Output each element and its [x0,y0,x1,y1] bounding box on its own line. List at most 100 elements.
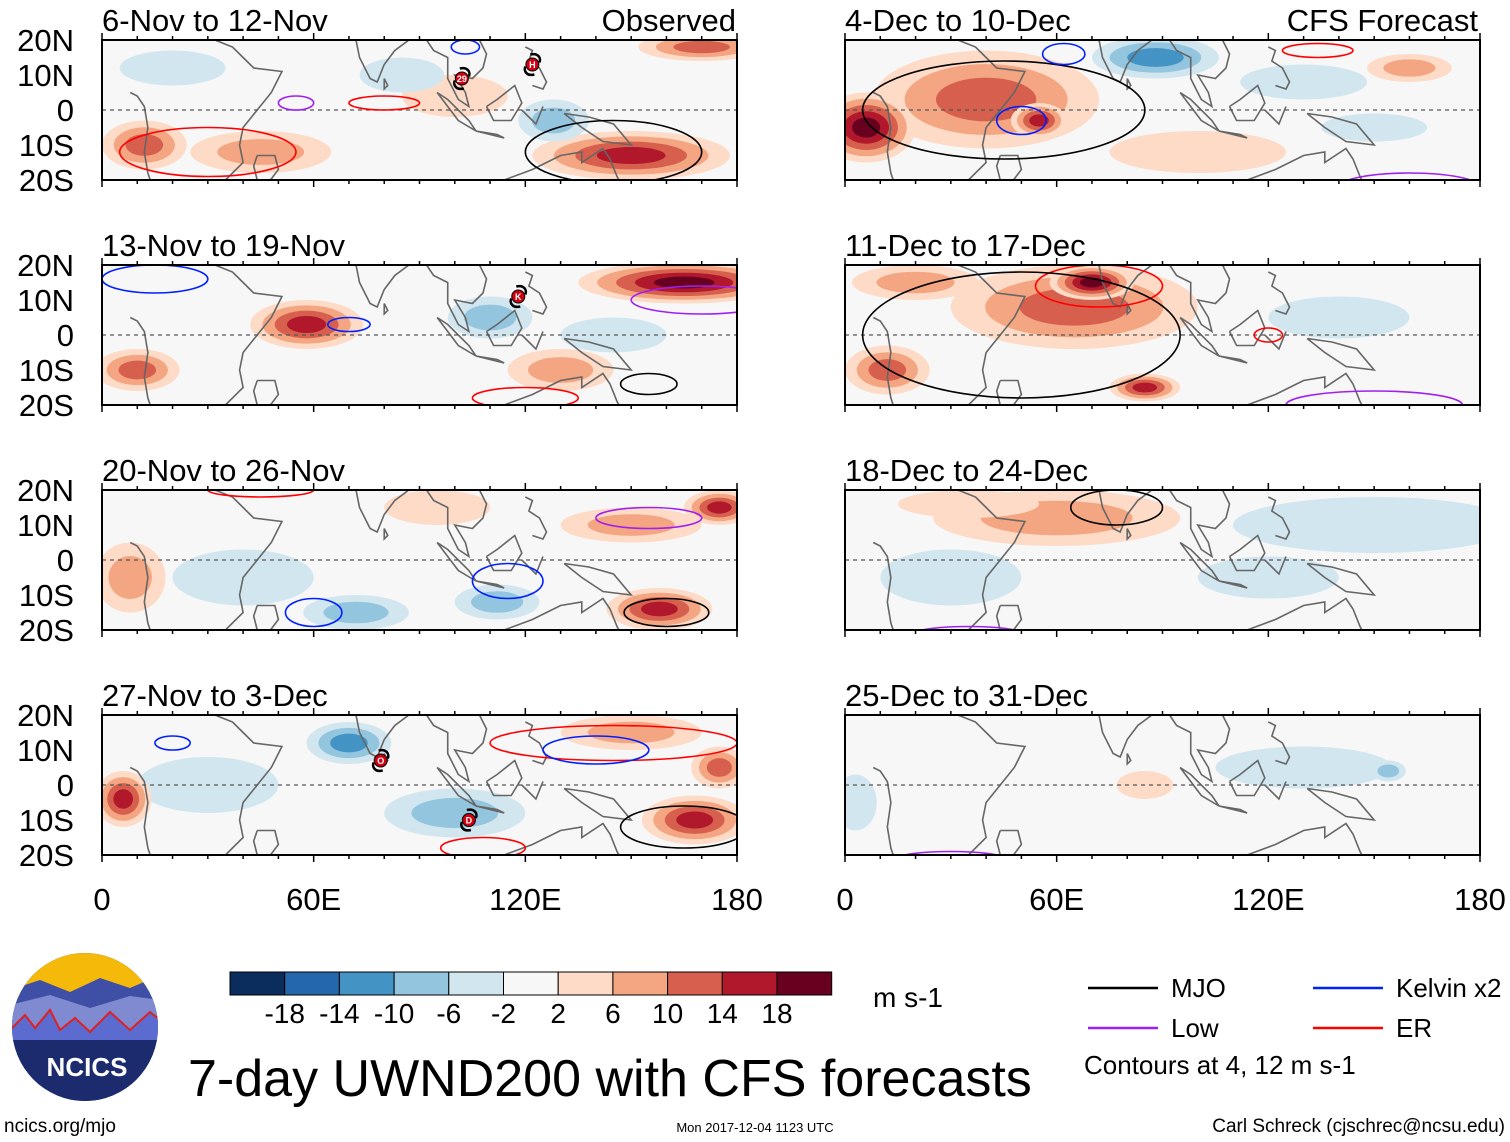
latitude-label: 20N [17,698,74,733]
colorbar-swatch [338,971,395,996]
latitude-label: 10S [19,353,74,388]
wind-anomaly-shading [384,490,491,525]
contour-er [1034,265,1164,308]
wind-anomaly-shading [1240,64,1368,100]
logo-text: NCICS [47,1052,128,1082]
colorbar-label: -18 [264,998,304,1029]
wind-anomaly-shading [113,789,133,809]
latitude-label: 10N [17,58,74,93]
legend-label: ER [1396,1013,1432,1043]
wind-anomaly-shading [673,40,730,54]
colorbar-swatch [393,971,450,996]
contour-kelvin-x2 [450,40,481,55]
colorbar-label: 14 [707,998,738,1029]
contour-mjo [861,271,1181,399]
wind-anomaly-shading [471,591,524,613]
longitude-label: 180 [711,882,763,917]
contour-er [1281,42,1354,59]
latitude-label: 0 [57,93,74,128]
storm-label: H [529,60,536,70]
latitude-label: 20S [19,613,74,648]
legend-label: MJO [1171,973,1226,1003]
storm-label: 29 [457,74,467,84]
latitude-label: 20N [17,473,74,508]
observed-label: Observed [602,3,736,38]
contour-kelvin-x2 [542,735,650,765]
contour-mjo [619,372,678,396]
wind-anomaly-shading [1383,59,1436,77]
figure-title: 7-day UWND200 with CFS forecasts [188,1050,1032,1108]
wind-anomaly-shading [587,514,675,536]
wind-anomaly-shading [118,360,157,380]
storm-label: O [377,756,384,766]
colorbar-swatch [557,971,614,996]
tropical-cyclone-icon: O [371,748,390,773]
longitude-label: 60E [286,882,341,917]
contour-low [277,95,315,111]
latitude-label: 20S [19,388,74,423]
panel-title: 27-Nov to 3-Dec [102,678,328,713]
contour-low [901,850,1000,855]
coastlines [129,490,634,630]
coastlines [129,265,634,405]
contour-er [439,836,527,855]
colorbar-swatch [503,971,559,996]
footer-url[interactable]: ncics.org/mjo [4,1116,116,1137]
colorbar: -18 -14 -10 -6 -2 2 6 10 14 18 [229,971,833,1029]
wind-anomaly-shading [330,733,368,753]
ncics-logo: NCICS [12,953,158,1101]
wind-anomaly-shading [1233,497,1480,553]
latitude-label: 10S [19,803,74,838]
contour-kelvin-x2 [995,105,1047,136]
longitude-label: 120E [489,882,561,917]
footer-timestamp: Mon 2017-12-04 1123 UTC [676,1120,833,1135]
contour-mjo [524,119,703,180]
map-panel: 4-Dec to 10-Dec [844,3,1481,187]
wind-anomaly-shading [1321,113,1428,142]
wind-anomaly-shading [706,758,732,777]
colorbar-label: -2 [491,998,516,1029]
contour-low [1285,390,1464,405]
contour-kelvin-x2 [154,735,191,751]
wind-anomaly-shading [1197,556,1339,599]
longitude-label: 120E [1232,882,1304,917]
wind-anomaly-shading [897,490,1040,518]
colorbar-swatch [721,971,778,996]
contour-low [919,625,1018,630]
panel-title: 18-Dec to 24-Dec [845,453,1088,488]
contour-mjo [619,805,737,849]
contour-kelvin-x2 [326,316,371,333]
forecast-label: CFS Forecast [1287,3,1479,38]
wind-anomaly-shading [108,555,152,600]
storm-label: D [466,816,473,826]
wind-anomaly-shading [411,797,499,829]
wind-anomaly-shading [359,57,445,93]
latitude-label: 0 [57,543,74,578]
colorbar-swatch [667,971,723,996]
contour-er [118,126,297,178]
longitude-label: 60E [1029,882,1084,917]
wind-anomaly-shading [528,357,594,383]
contour-kelvin-x2 [1041,42,1086,66]
longitude-label: 0 [836,882,853,917]
panel-title: 25-Dec to 31-Dec [845,678,1088,713]
latitude-label: 0 [57,768,74,803]
wind-anomaly-shading [286,315,327,334]
colorbar-label: 18 [761,998,792,1029]
colorbar-swatch [284,971,340,996]
wind-anomaly-shading [868,359,907,381]
legend-label: Kelvin x2 [1396,973,1502,1003]
wind-anomaly-shading [1268,296,1410,339]
map-panel: 11-Dec to 17-Dec [844,228,1481,412]
panel-title: 4-Dec to 10-Dec [845,3,1071,38]
wind-anomaly-shading [323,601,389,624]
colorbar-label: -6 [436,998,461,1029]
contour-er [348,95,421,111]
colorbar-label: 6 [605,998,621,1029]
